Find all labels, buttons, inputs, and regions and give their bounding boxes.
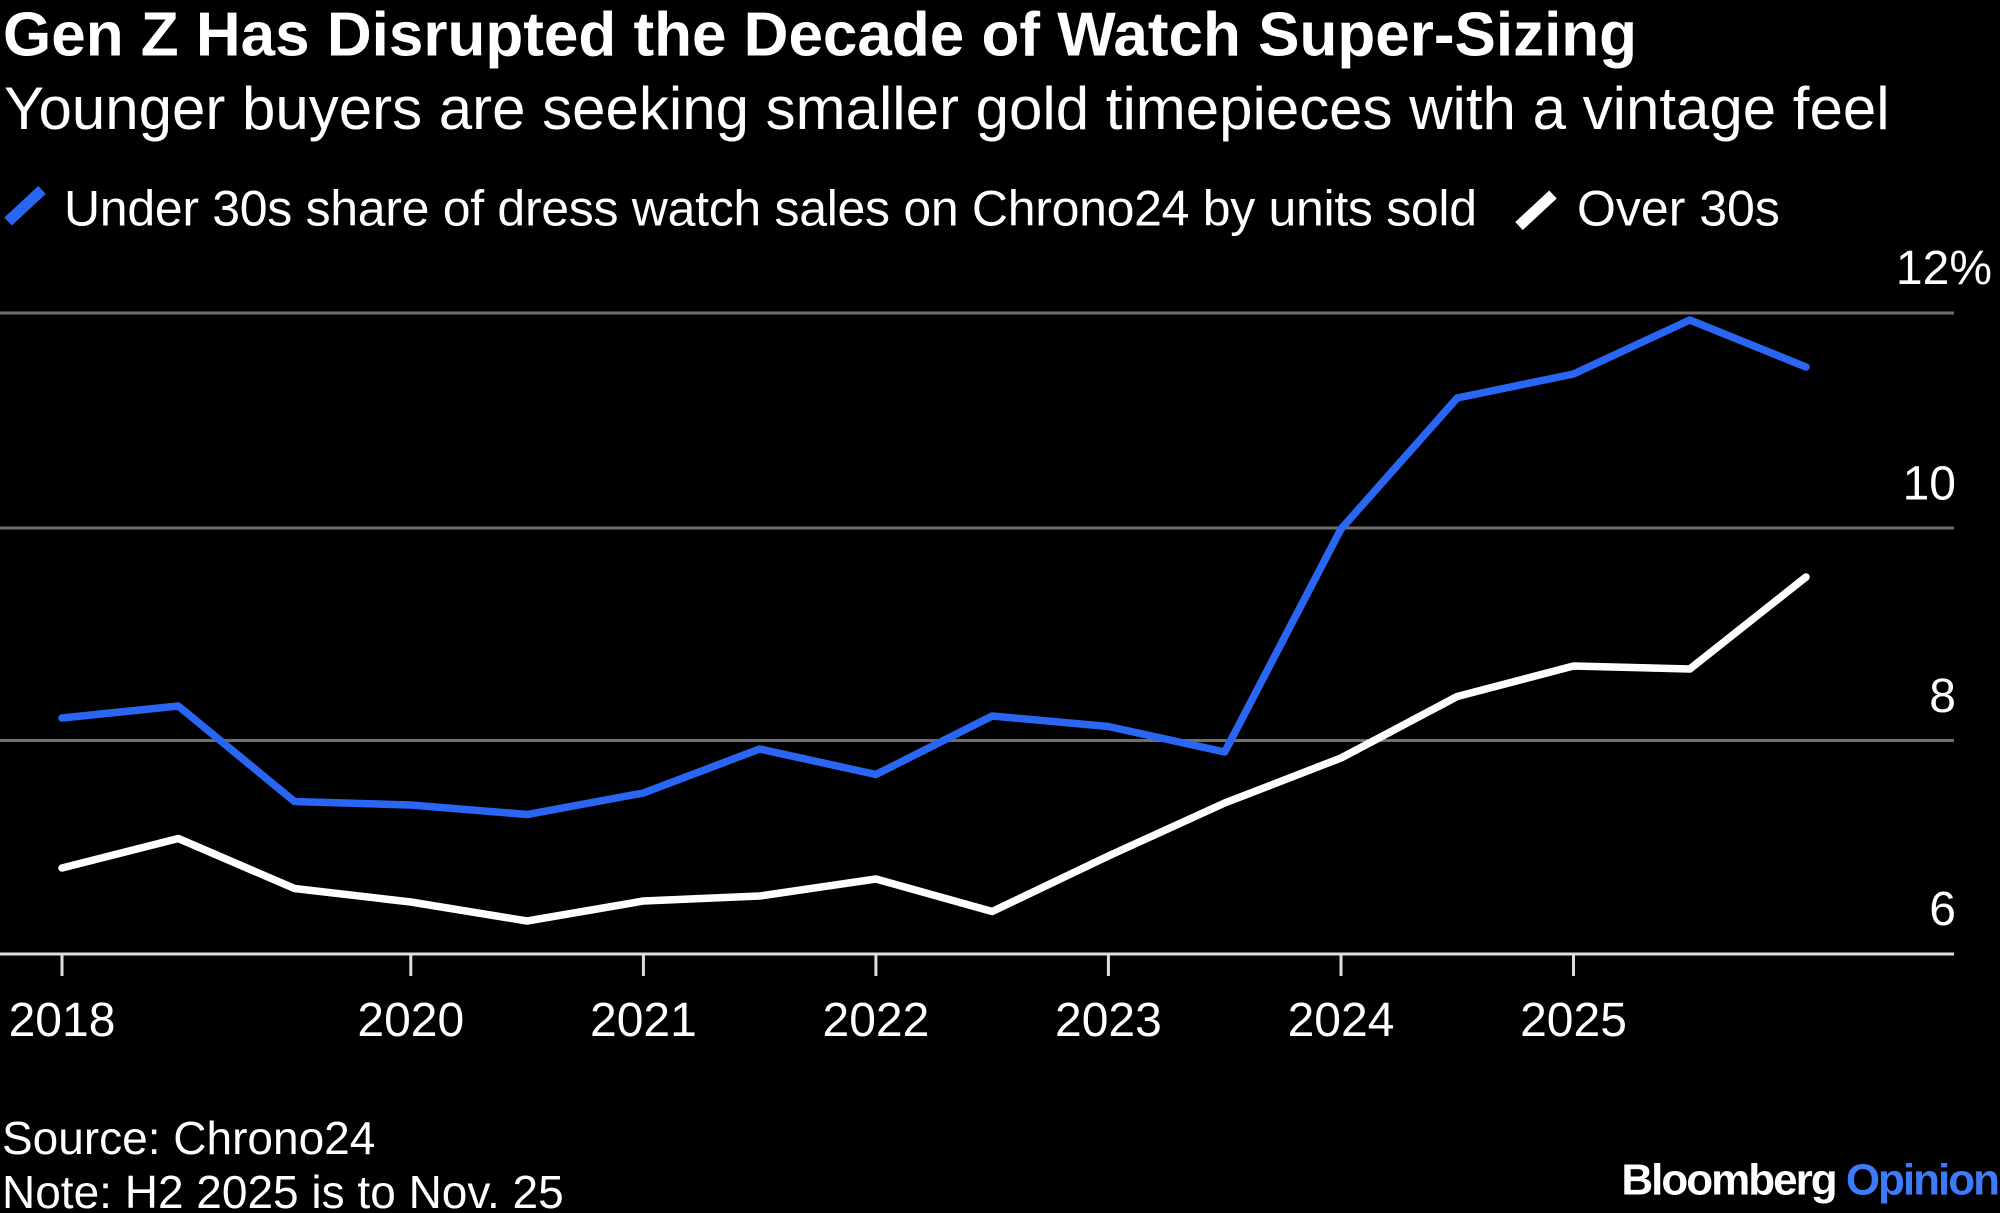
svg-text:2025: 2025 <box>1520 994 1627 1047</box>
svg-text:Over 30s: Over 30s <box>1577 181 1780 237</box>
svg-text:2023: 2023 <box>1055 994 1162 1047</box>
svg-text:Gen Z Has Disrupted the Decade: Gen Z Has Disrupted the Decade of Watch … <box>3 0 1637 69</box>
svg-text:2022: 2022 <box>823 994 930 1047</box>
svg-text:2018: 2018 <box>9 994 116 1047</box>
svg-text:Note: H2 2025 is to Nov. 25: Note: H2 2025 is to Nov. 25 <box>2 1166 564 1213</box>
svg-text:8: 8 <box>1929 670 1956 723</box>
svg-text:6: 6 <box>1929 883 1956 936</box>
svg-text:2024: 2024 <box>1288 994 1395 1047</box>
svg-text:Bloomberg Opinion: Bloomberg Opinion <box>1621 1155 1998 1204</box>
svg-text:10: 10 <box>1903 458 1956 511</box>
svg-text:Source: Chrono24: Source: Chrono24 <box>2 1112 375 1164</box>
svg-text:12%: 12% <box>1896 242 1992 295</box>
svg-text:Younger buyers are seeking sma: Younger buyers are seeking smaller gold … <box>4 75 1890 142</box>
svg-text:Under 30s share of dress watch: Under 30s share of dress watch sales on … <box>64 181 1477 237</box>
svg-text:2021: 2021 <box>590 994 697 1047</box>
svg-text:2020: 2020 <box>357 994 464 1047</box>
